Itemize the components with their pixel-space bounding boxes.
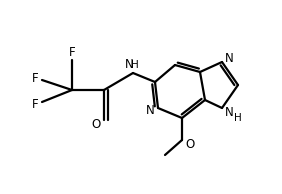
Text: F: F (69, 47, 75, 60)
Text: O: O (185, 138, 195, 151)
Text: F: F (32, 72, 38, 85)
Text: N: N (125, 59, 133, 72)
Text: H: H (234, 113, 242, 123)
Text: O: O (91, 119, 101, 132)
Text: N: N (225, 51, 233, 64)
Text: N: N (146, 105, 154, 118)
Text: N: N (225, 106, 233, 119)
Text: H: H (131, 60, 139, 70)
Text: F: F (32, 98, 38, 111)
